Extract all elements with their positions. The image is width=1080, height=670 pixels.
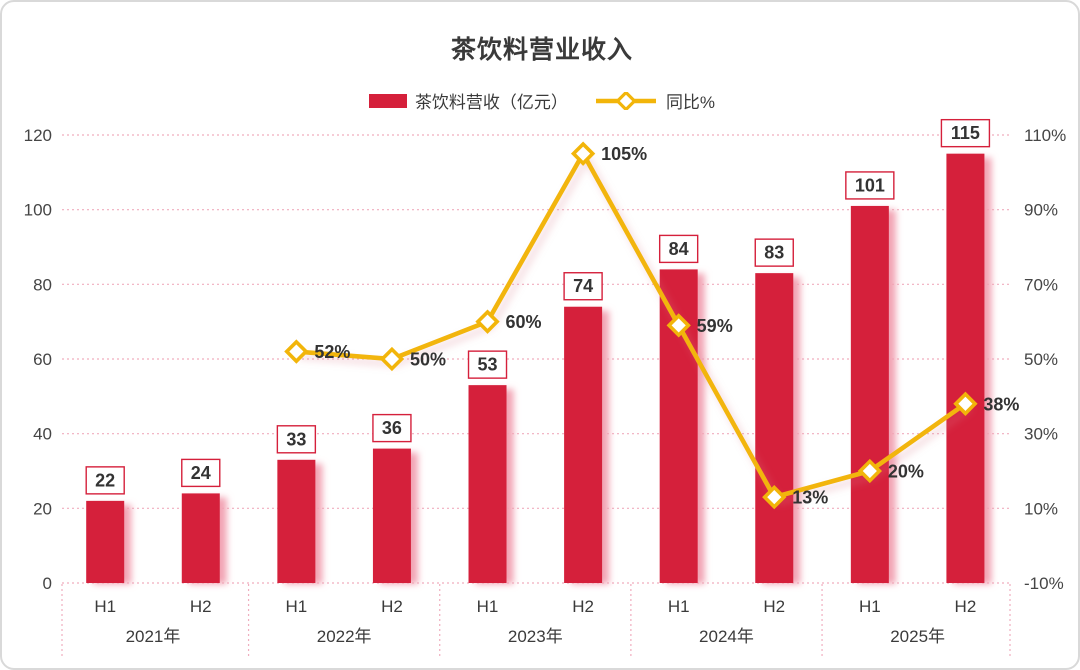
bar — [468, 385, 507, 583]
gridlines-layer: 0 -10% 20 10% 40 30% 60 50% 80 70% 100 90% 120 110% — [24, 126, 1067, 593]
bar — [86, 500, 125, 583]
half-label: H2 — [381, 597, 403, 616]
bar-value-box — [85, 466, 125, 495]
yoy-value-label: 20% — [888, 462, 924, 482]
bar-value-box — [276, 425, 317, 454]
bar-value-box — [467, 350, 508, 379]
bar-value-label: 101 — [855, 175, 885, 195]
yoy-value-label: 59% — [697, 316, 733, 336]
year-label: 2022年 — [317, 627, 372, 646]
right-axis-tick-label: 70% — [1024, 275, 1058, 294]
yoy-marker — [379, 346, 405, 372]
legend-item-yoy: 同比% — [594, 88, 715, 113]
bar-value-label: 74 — [573, 276, 593, 296]
yoy-marker — [666, 313, 691, 338]
yoy-value-label: 13% — [792, 488, 828, 508]
half-label: H1 — [859, 597, 881, 616]
bar-value-label: 24 — [191, 463, 211, 483]
legend-item-revenue: 茶饮料营收（亿元） — [368, 88, 568, 113]
year-label: 2025年 — [890, 627, 945, 646]
half-label: H2 — [572, 597, 594, 616]
year-label: 2023年 — [508, 627, 563, 646]
left-axis-tick-label: 20 — [33, 499, 52, 518]
half-label: H2 — [190, 597, 212, 616]
chart-title: 茶饮料营业收入 — [450, 36, 633, 64]
bar — [277, 459, 316, 583]
right-axis-tick-label: 110% — [1024, 126, 1066, 145]
year-separators-layer — [61, 584, 1011, 656]
left-axis-tick-label: 100 — [24, 201, 52, 220]
yoy-marker — [857, 458, 883, 484]
bar — [564, 306, 603, 583]
bar-value-box — [658, 234, 699, 264]
line-layer — [284, 141, 978, 510]
yoy-marker — [475, 309, 500, 334]
bar — [946, 153, 985, 583]
yoy-marker — [570, 141, 596, 166]
right-axis-tick-label: -10% — [1024, 574, 1064, 593]
left-axis-tick-label: 40 — [33, 425, 52, 444]
half-label: H1 — [668, 597, 690, 616]
bar-value-box — [563, 272, 603, 301]
half-label: H2 — [763, 597, 785, 616]
left-axis-tick-label: 60 — [33, 350, 52, 369]
right-axis-tick-label: 10% — [1024, 499, 1058, 518]
bars-layer — [86, 153, 992, 584]
half-label: H1 — [285, 597, 307, 616]
yoy-marker — [762, 484, 787, 510]
right-axis-tick-label: 90% — [1024, 201, 1058, 220]
bar-value-box — [181, 458, 221, 488]
bar — [181, 493, 220, 583]
yoy-marker — [284, 339, 309, 364]
bar-value-label: 83 — [764, 243, 784, 263]
yoy-value-label: 60% — [506, 312, 542, 332]
bar-value-label: 84 — [669, 239, 689, 259]
year-label: 2021年 — [126, 627, 181, 646]
bar-value-label: 22 — [95, 470, 115, 490]
yoy-value-label: 38% — [983, 394, 1019, 414]
left-axis-tick-label: 80 — [33, 275, 52, 294]
labels-layer: 22 24 33 36 53 74 84 83 101 115 52% 50% 60% 105% 59% 13… — [85, 118, 1019, 646]
legend-label-yoy: 同比% — [665, 93, 716, 112]
half-label: H1 — [94, 597, 116, 616]
yoy-value-label: 52% — [314, 342, 350, 362]
yoy-line — [294, 151, 968, 500]
bar-value-box — [940, 118, 991, 148]
bar — [755, 273, 794, 583]
year-label: 2024年 — [699, 627, 754, 646]
yoy-value-label: 50% — [410, 350, 446, 370]
right-axis-tick-label: 50% — [1024, 350, 1058, 369]
bar — [372, 448, 411, 583]
bar-value-label: 115 — [951, 123, 980, 143]
bar-value-box — [372, 413, 412, 443]
half-label: H1 — [477, 597, 499, 616]
bar — [850, 205, 889, 583]
bar-value-label: 33 — [286, 429, 306, 449]
bar-series-swatch — [368, 93, 407, 108]
bar-value-label: 36 — [382, 418, 402, 438]
left-axis-tick-label: 120 — [24, 126, 52, 145]
line-series-icon — [595, 91, 656, 110]
right-axis-tick-label: 30% — [1024, 425, 1058, 444]
legend-label-revenue: 茶饮料营收（亿元） — [414, 93, 568, 112]
bar-value-box — [754, 238, 794, 267]
half-label: H2 — [955, 597, 977, 616]
left-axis-tick-label: 0 — [43, 574, 52, 593]
bar-value-box — [845, 171, 895, 200]
yoy-marker — [953, 391, 978, 416]
legend: 茶饮料营收（亿元） 同比% — [2, 88, 1078, 113]
yoy-value-label: 105% — [601, 144, 647, 164]
bar-value-label: 53 — [478, 355, 498, 375]
